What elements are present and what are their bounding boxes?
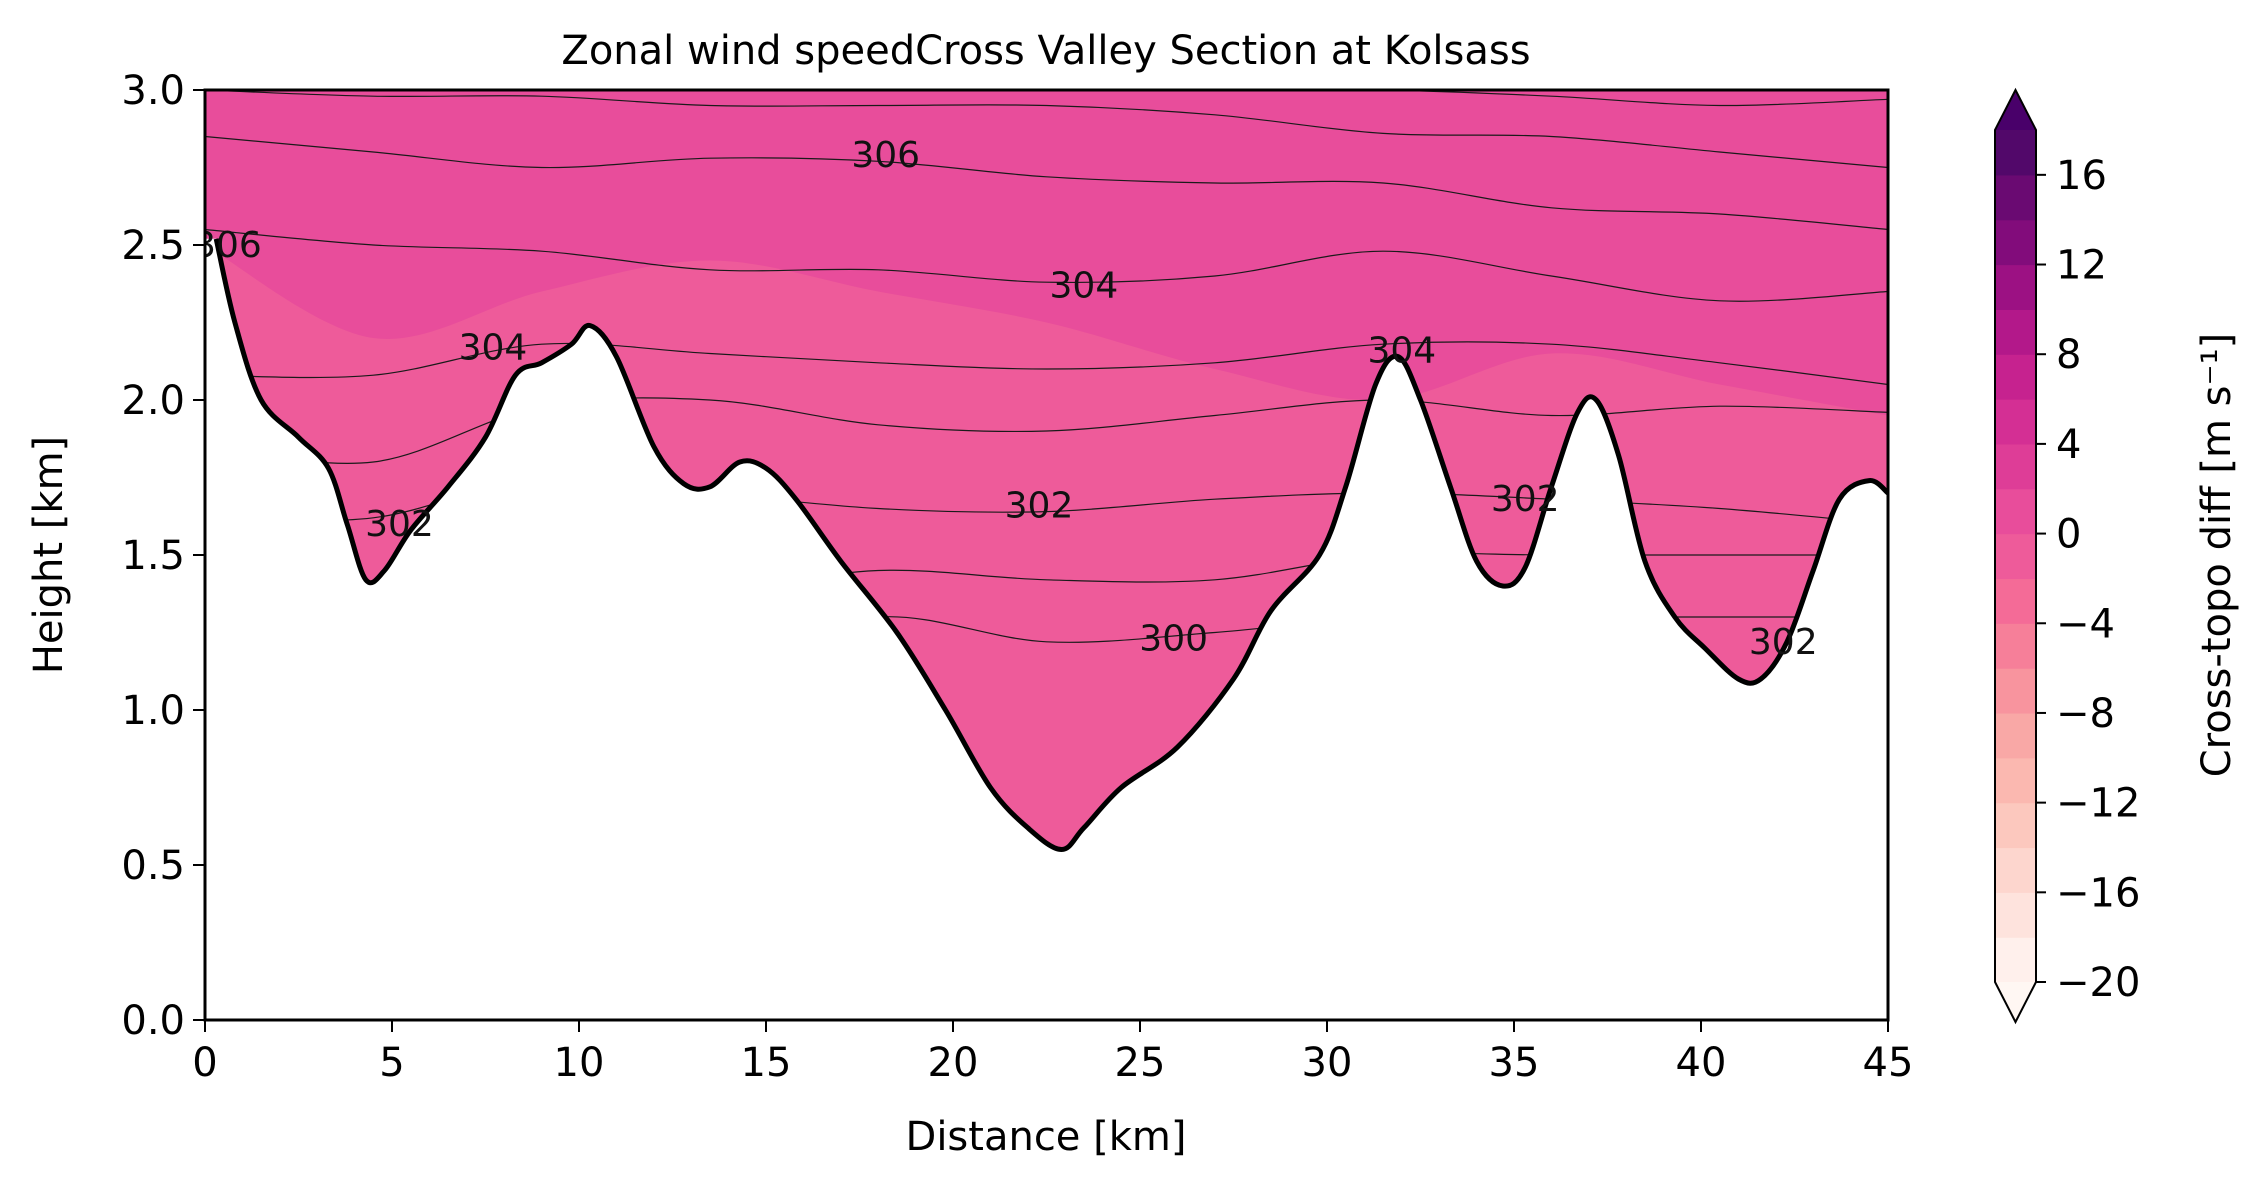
- contour-label-302: 302: [1749, 622, 1818, 663]
- colorbar-tick-label: −12: [2056, 781, 2140, 827]
- isentrope-308: [205, 90, 1888, 107]
- plot-area: 306 306 304 304 304 302 302 302 302 300: [193, 90, 1888, 1020]
- colorbar-segment: [1995, 130, 2036, 176]
- colorbar-segment: [1995, 847, 2036, 893]
- colorbar-segment: [1995, 174, 2036, 221]
- x-tick-label: 0: [192, 1040, 217, 1086]
- x-tick-label: 25: [1115, 1040, 1166, 1086]
- y-axis: 0.0 0.5 1.0 1.5 2.0 2.5 3.0: [121, 68, 205, 1044]
- colorbar-extend-low: [1995, 982, 2036, 1022]
- colorbar-tick-label: −4: [2056, 601, 2115, 647]
- wind-band-0: [205, 90, 1888, 416]
- contour-label-304: 304: [459, 327, 528, 368]
- colorbar-segment: [1995, 488, 2036, 535]
- colorbar-segment: [1995, 354, 2036, 400]
- colorbar-tick-label: 0: [2056, 512, 2081, 558]
- colorbar-tick-label: −8: [2056, 691, 2115, 737]
- chart-title: Zonal wind speedCross Valley Section at …: [561, 28, 1530, 74]
- colorbar-tick-label: −16: [2056, 870, 2140, 916]
- contour-label-302: 302: [365, 504, 434, 545]
- isentrope-305: [205, 228, 1888, 302]
- colorbar-segment: [1995, 443, 2036, 490]
- colorbar-segment: [1995, 623, 2036, 669]
- terrain-mask: [205, 238, 1888, 1020]
- colorbar-segment: [1995, 399, 2036, 445]
- y-tick-label: 1.0: [121, 688, 185, 734]
- colorbar-segment: [1995, 937, 2036, 983]
- contour-label-layer: 306 306 304 304 304 302 302 302 302 300: [193, 135, 1818, 663]
- colorbar-segment: [1995, 712, 2036, 759]
- colorbar-tick-label: 12: [2056, 243, 2107, 289]
- y-tick-label: 0.0: [121, 998, 185, 1044]
- y-tick-label: 2.0: [121, 378, 185, 424]
- contour-label-302: 302: [1005, 485, 1074, 526]
- y-tick-label: 0.5: [121, 843, 185, 889]
- y-tick-label: 1.5: [121, 533, 185, 579]
- colorbar-label: Cross-topo diff [m s⁻¹]: [2194, 333, 2240, 777]
- contour-label-302: 302: [1491, 479, 1560, 520]
- contour-label-304: 304: [1050, 265, 1119, 306]
- y-tick-label: 2.5: [121, 223, 185, 269]
- isentrope-306: [205, 135, 1888, 231]
- x-tick-label: 30: [1302, 1040, 1353, 1086]
- colorbar-segment: [1995, 892, 2036, 938]
- x-tick-label: 5: [379, 1040, 404, 1086]
- colorbar-segment: [1995, 578, 2036, 624]
- colorbar-segment: [1995, 802, 2036, 849]
- x-tick-label: 15: [741, 1040, 792, 1086]
- colorbar-segment: [1995, 309, 2036, 355]
- y-axis-title: Height [km]: [26, 436, 72, 674]
- x-tick-label: 40: [1676, 1040, 1727, 1086]
- colorbar-tick-label: 8: [2056, 332, 2081, 378]
- x-tick-label: 10: [554, 1040, 605, 1086]
- x-axis: 0 5 10 15 20 25 30 35 40 45: [192, 1020, 1913, 1086]
- colorbar-segment: [1995, 668, 2036, 714]
- contour-label-300: 300: [1139, 619, 1208, 660]
- contour-label-306: 306: [851, 135, 920, 176]
- colorbar: −20 −16 −12 −8 −4 0 4 8 12 16: [1994, 87, 2140, 1025]
- colorbar-tick-label: 4: [2056, 422, 2081, 468]
- x-tick-label: 35: [1489, 1040, 1540, 1086]
- colorbar-tick-label: 16: [2056, 153, 2107, 199]
- colorbar-extend-high: [1995, 90, 2036, 130]
- isentrope-304: [205, 341, 1888, 386]
- contour-label-304: 304: [1367, 330, 1436, 371]
- terrain-line: [213, 238, 1888, 853]
- colorbar-segment: [1995, 264, 2036, 310]
- x-tick-label: 20: [928, 1040, 979, 1086]
- isentrope-307: [205, 90, 1888, 169]
- contour-label-306: 306: [193, 225, 262, 266]
- colorbar-segment: [1995, 219, 2036, 266]
- colorbar-segment: [1995, 533, 2036, 580]
- y-tick-label: 3.0: [121, 68, 185, 114]
- colorbar-tick-label: −20: [2056, 960, 2140, 1006]
- x-tick-label: 45: [1863, 1040, 1914, 1086]
- x-axis-title: Distance [km]: [906, 1114, 1187, 1160]
- colorbar-segment: [1995, 757, 2036, 804]
